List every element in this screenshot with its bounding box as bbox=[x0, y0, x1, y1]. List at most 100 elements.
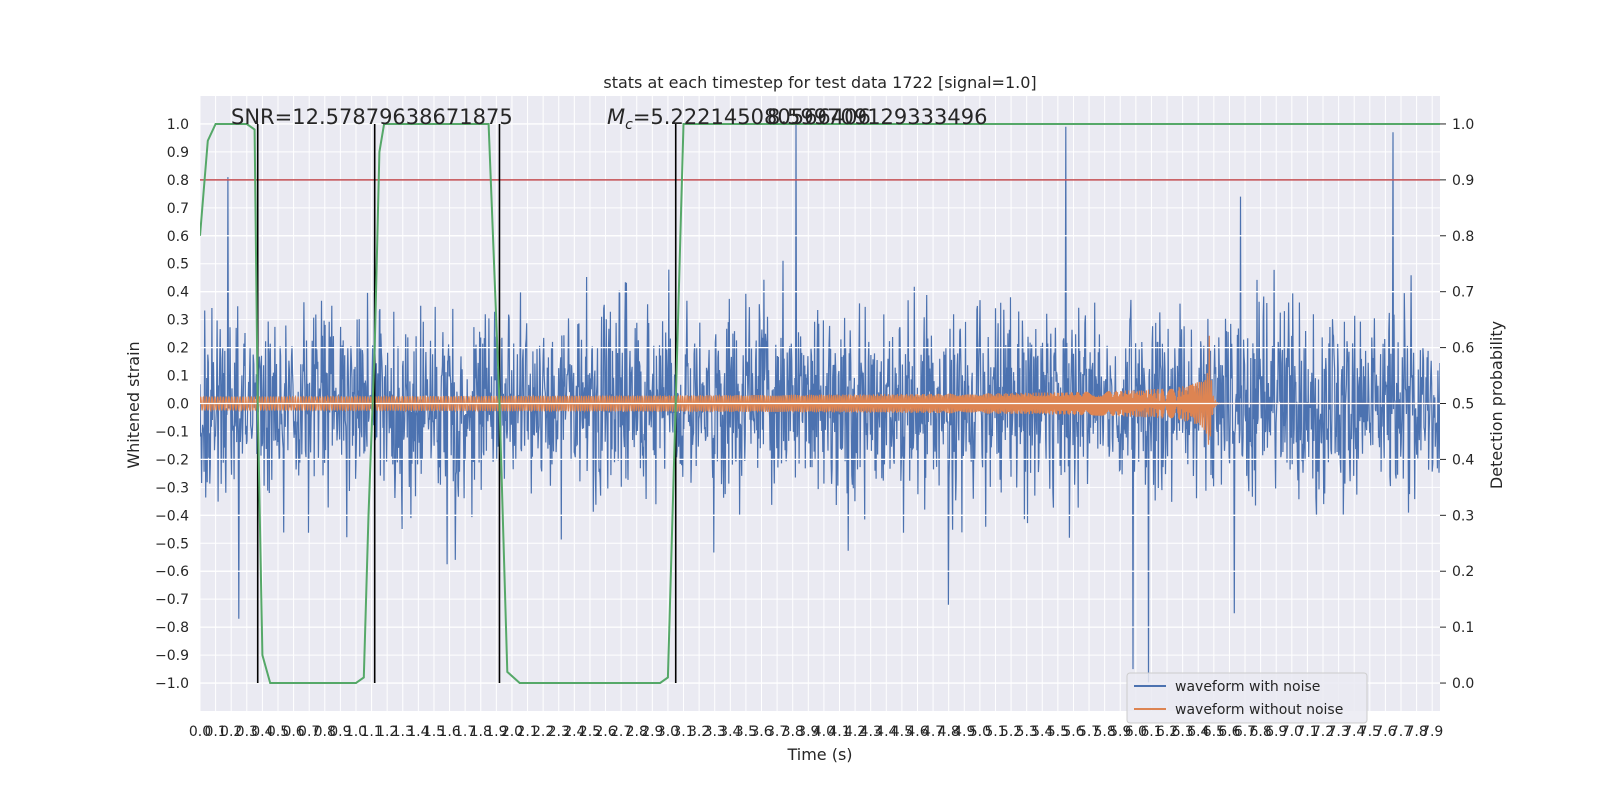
y-right-tick-label: 0.9 bbox=[1452, 173, 1474, 189]
y-right-tick-label: 0.8 bbox=[1452, 229, 1474, 245]
y-right-tick-label: 0.0 bbox=[1452, 676, 1474, 692]
legend-box bbox=[1126, 672, 1368, 724]
x-tick-label: 4.8 bbox=[938, 724, 960, 740]
x-tick-label: 4.5 bbox=[891, 724, 913, 740]
x-tick-label: 3.4 bbox=[719, 724, 741, 740]
y-left-tick-label: −0.6 bbox=[155, 564, 189, 580]
y-axis-label-left: Whitened strain bbox=[124, 341, 143, 468]
y-right-tick-labels: 0.0 0.1 0.2 0.3 0.4 0.5 0.6 0.7 0.8 0.9 1.0 bbox=[1440, 117, 1474, 692]
y-left-tick-label: 1.0 bbox=[167, 117, 189, 133]
mc-overlap-annotation: 8.599709129333496 bbox=[767, 105, 987, 129]
x-tick-label: 3.2 bbox=[688, 724, 710, 740]
x-tick-label: 5.0 bbox=[969, 724, 991, 740]
x-tick-label: 0.2 bbox=[220, 724, 242, 740]
x-tick-label: 4.2 bbox=[844, 724, 866, 740]
x-tick-label: 4.9 bbox=[953, 724, 975, 740]
legend-label-noise: waveform with noise bbox=[1175, 679, 1320, 695]
x-tick-label: 3.6 bbox=[750, 724, 772, 740]
y-left-tick-label: 0.5 bbox=[167, 257, 189, 273]
series-detection-probability bbox=[200, 123, 1440, 684]
x-tick-label: 7.2 bbox=[1312, 724, 1334, 740]
y-right-tick-label: 0.6 bbox=[1452, 341, 1474, 357]
y-left-tick-labels: −1.0 −0.9 −0.8 −0.7 −0.6 −0.5 −0.4 −0.3 −0.2 −0.1… bbox=[155, 117, 189, 692]
y-left-tick-label: 0.0 bbox=[167, 397, 189, 413]
x-tick-label: 7.5 bbox=[1359, 724, 1381, 740]
x-tick-labels: 0.00.10.20.30.40.50.60.70.80.91.01.11.21… bbox=[189, 724, 1443, 740]
x-tick-label: 1.1 bbox=[360, 724, 382, 740]
x-tick-label: 0.5 bbox=[267, 724, 289, 740]
y-left-tick-label: −0.9 bbox=[155, 648, 189, 664]
x-tick-label: 6.5 bbox=[1203, 724, 1225, 740]
mc-value: =5.222145080566406 bbox=[633, 105, 871, 129]
x-tick-label: 7.1 bbox=[1296, 724, 1318, 740]
x-tick-label: 2.9 bbox=[641, 724, 663, 740]
x-tick-label: 7.0 bbox=[1281, 724, 1303, 740]
x-tick-label: 5.2 bbox=[1000, 724, 1022, 740]
x-tick-label: 5.8 bbox=[1094, 724, 1116, 740]
x-tick-label: 7.3 bbox=[1327, 724, 1349, 740]
x-tick-label: 2.0 bbox=[501, 724, 523, 740]
x-tick-label: 2.7 bbox=[610, 724, 632, 740]
y-left-tick-label: −0.3 bbox=[155, 480, 189, 496]
x-tick-label: 7.4 bbox=[1343, 724, 1365, 740]
x-tick-label: 5.7 bbox=[1078, 724, 1100, 740]
x-tick-label: 5.4 bbox=[1031, 724, 1053, 740]
x-tick-label: 2.4 bbox=[563, 724, 585, 740]
x-tick-label: 0.6 bbox=[282, 724, 304, 740]
x-tick-label: 0.8 bbox=[314, 724, 336, 740]
y-left-tick-label: −0.7 bbox=[155, 592, 189, 608]
x-tick-label: 1.4 bbox=[407, 724, 429, 740]
y-left-tick-label: 0.4 bbox=[167, 285, 189, 301]
x-tick-label: 2.6 bbox=[594, 724, 616, 740]
x-tick-label: 3.1 bbox=[672, 724, 694, 740]
y-left-tick-label: 0.8 bbox=[167, 173, 189, 189]
x-tick-label: 7.7 bbox=[1390, 724, 1412, 740]
y-right-tick-label: 0.1 bbox=[1452, 620, 1474, 636]
x-tick-label: 3.5 bbox=[735, 724, 757, 740]
x-tick-label: 1.5 bbox=[423, 724, 445, 740]
y-axis-label-right: Detection probability bbox=[1487, 321, 1506, 489]
legend-label-clean: waveform without noise bbox=[1175, 702, 1343, 718]
x-tick-label: 1.2 bbox=[376, 724, 398, 740]
x-tick-label: 0.1 bbox=[204, 724, 226, 740]
x-tick-label: 3.0 bbox=[657, 724, 679, 740]
x-tick-label: 1.8 bbox=[470, 724, 492, 740]
x-tick-label: 6.1 bbox=[1140, 724, 1162, 740]
x-tick-label: 5.1 bbox=[984, 724, 1006, 740]
x-tick-label: 4.3 bbox=[860, 724, 882, 740]
x-tick-label: 7.9 bbox=[1421, 724, 1443, 740]
x-tick-label: 6.8 bbox=[1249, 724, 1271, 740]
x-tick-label: 1.9 bbox=[485, 724, 507, 740]
y-left-tick-label: −0.8 bbox=[155, 620, 189, 636]
x-tick-label: 4.6 bbox=[906, 724, 928, 740]
x-tick-label: 7.6 bbox=[1374, 724, 1396, 740]
x-tick-label: 6.9 bbox=[1265, 724, 1287, 740]
x-tick-label: 6.6 bbox=[1218, 724, 1240, 740]
legend: waveform with noise waveform without noi… bbox=[1126, 672, 1368, 724]
x-tick-label: 4.4 bbox=[875, 724, 897, 740]
x-tick-label: 1.0 bbox=[345, 724, 367, 740]
mc-symbol: M bbox=[607, 105, 625, 129]
y-left-tick-label: 0.2 bbox=[167, 341, 189, 357]
x-tick-label: 0.7 bbox=[298, 724, 320, 740]
chart-title: stats at each timestep for test data 172… bbox=[603, 73, 1036, 92]
y-left-tick-label: 0.6 bbox=[167, 229, 189, 245]
x-axis-label: Time (s) bbox=[786, 745, 852, 764]
y-left-tick-label: −0.4 bbox=[155, 508, 189, 524]
x-tick-label: 0.4 bbox=[251, 724, 273, 740]
x-tick-label: 0.3 bbox=[236, 724, 258, 740]
y-right-tick-label: 0.3 bbox=[1452, 508, 1474, 524]
y-left-tick-label: 0.3 bbox=[167, 313, 189, 329]
x-tick-label: 1.3 bbox=[392, 724, 414, 740]
x-tick-label: 6.7 bbox=[1234, 724, 1256, 740]
x-tick-label: 3.8 bbox=[782, 724, 804, 740]
y-left-tick-label: −0.2 bbox=[155, 452, 189, 468]
x-tick-label: 0.9 bbox=[329, 724, 351, 740]
x-tick-label: 4.0 bbox=[813, 724, 835, 740]
x-tick-label: 4.1 bbox=[828, 724, 850, 740]
x-tick-label: 1.7 bbox=[454, 724, 476, 740]
x-tick-label: 0.0 bbox=[189, 724, 211, 740]
x-tick-label: 5.5 bbox=[1047, 724, 1069, 740]
y-left-tick-label: −0.1 bbox=[155, 424, 189, 440]
